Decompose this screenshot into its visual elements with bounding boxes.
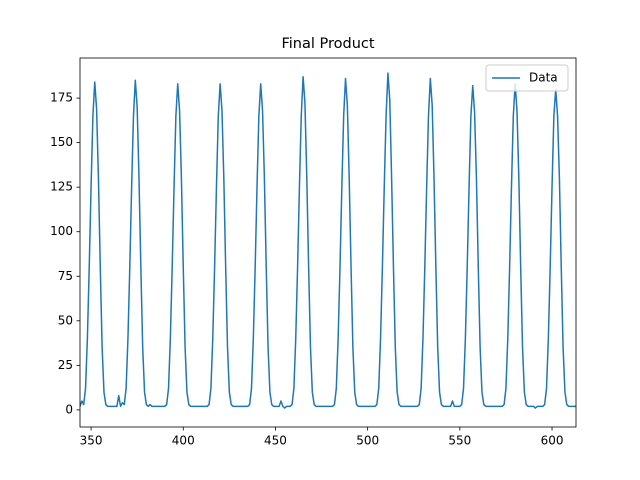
x-tick-label: 450 — [264, 434, 287, 448]
y-tick-label: 150 — [50, 135, 73, 149]
legend-box — [485, 64, 569, 92]
axes-frame — [79, 57, 577, 428]
chart-title: Final Product — [281, 36, 374, 52]
y-tick-label: 175 — [50, 91, 73, 105]
y-tick-label: 125 — [50, 180, 73, 194]
x-tick-label: 600 — [541, 434, 564, 448]
y-tick-label: 25 — [58, 358, 73, 372]
y-tick-label: 75 — [58, 269, 73, 283]
x-tick-label: 350 — [80, 434, 103, 448]
x-tick-label: 500 — [356, 434, 379, 448]
x-tick-label: 550 — [448, 434, 471, 448]
y-tick-label: 0 — [65, 402, 73, 416]
legend-label: Data — [529, 71, 558, 85]
x-tick-label: 400 — [172, 434, 195, 448]
data-line — [80, 72, 576, 409]
y-tick-label: 50 — [58, 313, 73, 327]
y-tick-label: 100 — [50, 224, 73, 238]
